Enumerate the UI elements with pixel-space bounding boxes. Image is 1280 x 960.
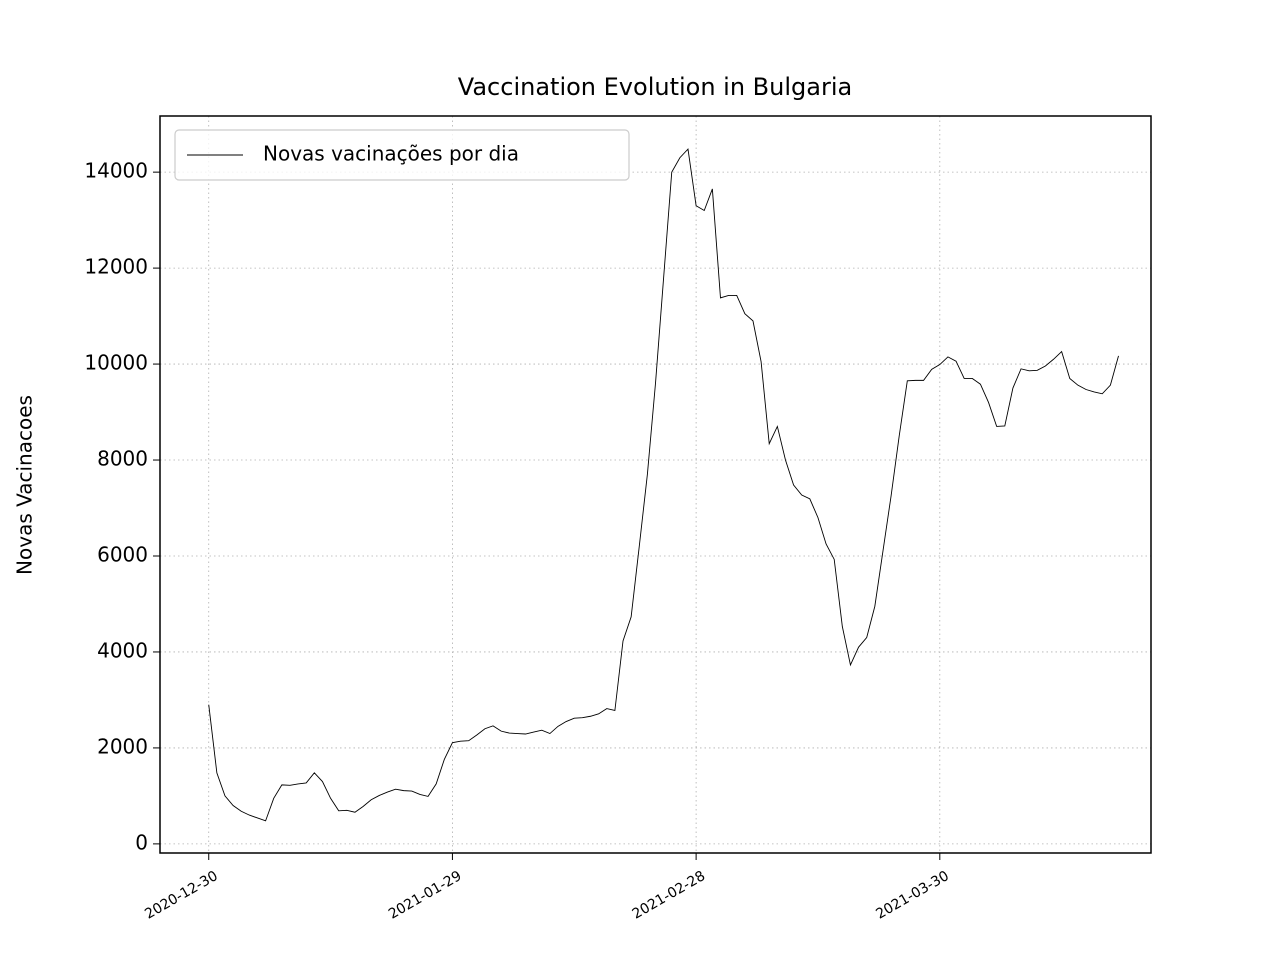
plot-frame	[159, 115, 1152, 854]
y-tick-label: 4000	[97, 638, 148, 662]
y-tick-label: 10000	[84, 351, 148, 375]
y-tick-label: 12000	[84, 255, 148, 279]
x-axis-label: Data	[631, 957, 679, 960]
y-tick-label: 8000	[97, 447, 148, 471]
y-tick-label: 0	[135, 830, 148, 854]
line-series	[208, 148, 1119, 822]
x-tick-label: 2021-01-29	[386, 868, 464, 923]
legend: Novas vacinações por dia	[174, 129, 630, 181]
legend-box	[174, 129, 630, 181]
y-axis-label: Novas Vacinacoes	[13, 395, 37, 575]
x-tick-label: 2021-03-30	[873, 868, 951, 923]
y-tick-label: 6000	[97, 542, 148, 566]
x-tick-label: 2021-02-28	[630, 868, 708, 923]
chart-title: Vaccination Evolution in Bulgaria	[458, 73, 852, 101]
y-tick-label: 2000	[97, 734, 148, 758]
y-tick-label: 14000	[84, 159, 148, 183]
x-tick-label: 2020-12-30	[142, 868, 220, 923]
legend-label: Novas vacinações por dia	[263, 142, 519, 166]
